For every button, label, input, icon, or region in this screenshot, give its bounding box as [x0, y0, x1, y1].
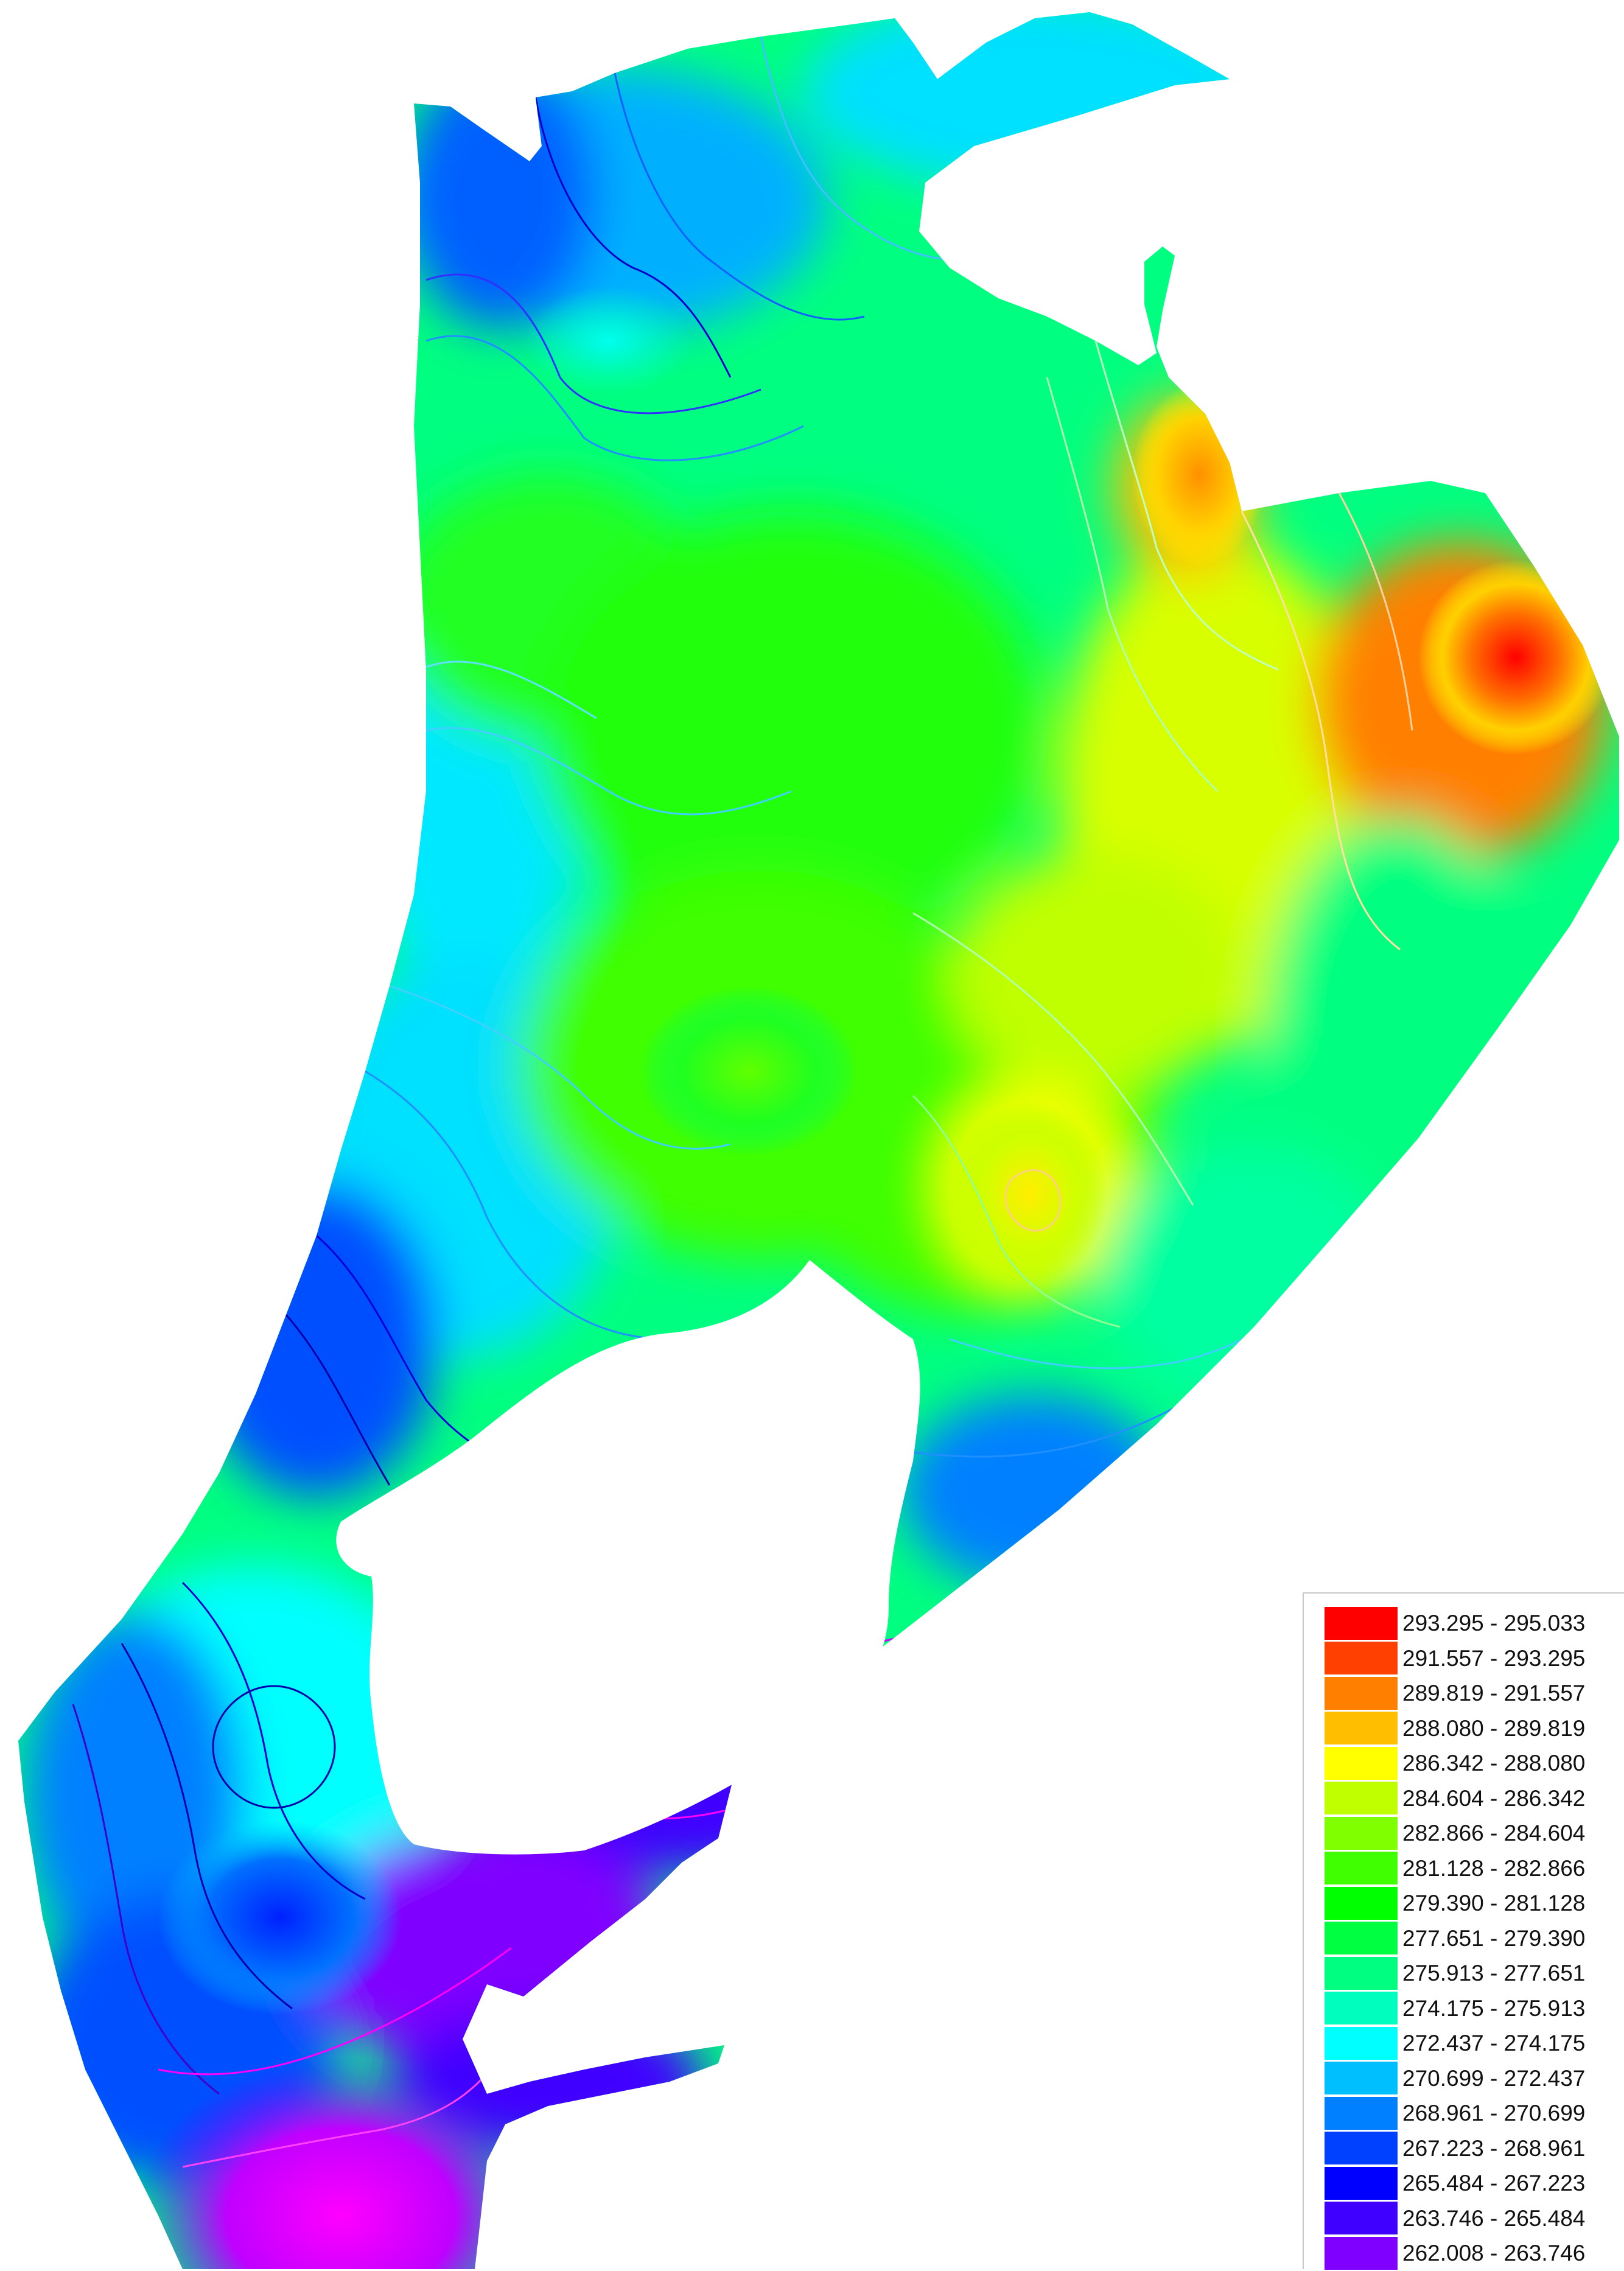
legend-label: 272.437 - 274.175 [1402, 2031, 1586, 2056]
legend-swatch [1325, 1712, 1398, 1745]
legend-label: 281.128 - 282.866 [1402, 1855, 1586, 1881]
legend-label: 274.175 - 275.913 [1402, 1995, 1586, 2021]
legend-label: 288.080 - 289.819 [1402, 1715, 1586, 1741]
legend-swatch [1325, 1956, 1398, 1990]
legend-item: 268.961 - 270.699 [1325, 2096, 1624, 2131]
legend-label: 275.913 - 277.651 [1402, 1961, 1586, 1986]
legend-item: 277.651 - 279.390 [1325, 1921, 1624, 1956]
legend-swatch [1325, 2236, 1398, 2270]
legend-swatch [1325, 2166, 1398, 2200]
legend-item: 281.128 - 282.866 [1325, 1851, 1624, 1886]
legend-label: 289.819 - 291.557 [1402, 1681, 1586, 1706]
legend-label: 293.295 - 295.033 [1402, 1611, 1586, 1636]
legend-label: 262.008 - 263.746 [1402, 2241, 1586, 2266]
legend-swatch [1325, 1676, 1398, 1710]
legend-label: 286.342 - 288.080 [1402, 1751, 1586, 1776]
legend-item: 284.604 - 286.342 [1325, 1781, 1624, 1816]
legend-item: 262.008 - 263.746 [1325, 2236, 1624, 2271]
legend-label: 279.390 - 281.128 [1402, 1891, 1586, 1916]
legend-label: 277.651 - 279.390 [1402, 1925, 1586, 1951]
legend-item: 291.557 - 293.295 [1325, 1641, 1624, 1676]
legend-item: 270.699 - 272.437 [1325, 2061, 1624, 2096]
legend-item: 288.080 - 289.819 [1325, 1711, 1624, 1746]
legend-swatch [1325, 1922, 1398, 1955]
legend-swatch [1325, 2096, 1398, 2130]
legend-swatch [1325, 1816, 1398, 1850]
legend-label: 267.223 - 268.961 [1402, 2135, 1586, 2161]
legend: 293.295 - 295.033 291.557 - 293.295 289.81… [1303, 1592, 1624, 2271]
legend-swatch [1325, 1782, 1398, 1815]
legend-swatch [1325, 1746, 1398, 1780]
legend-label: 284.604 - 286.342 [1402, 1785, 1586, 1811]
legend-item: 274.175 - 275.913 [1325, 1991, 1624, 2026]
legend-label: 291.557 - 293.295 [1402, 1645, 1586, 1671]
map-holes [336, 1260, 920, 1855]
legend-item: 263.746 - 265.484 [1325, 2201, 1624, 2236]
legend-swatch [1325, 2132, 1398, 2165]
legend-swatch [1325, 1606, 1398, 1640]
legend-swatch [1325, 1992, 1398, 2025]
legend-item: 289.819 - 291.557 [1325, 1676, 1624, 1711]
legend-swatch [1325, 1886, 1398, 1920]
legend-item: 279.390 - 281.128 [1325, 1886, 1624, 1921]
legend-label: 268.961 - 270.699 [1402, 2101, 1586, 2126]
legend-item: 293.295 - 295.033 [1325, 1606, 1624, 1641]
legend-item: 265.484 - 267.223 [1325, 2166, 1624, 2201]
legend-swatch [1325, 2026, 1398, 2060]
contour-lines [72, 36, 1413, 2168]
legend-item: 267.223 - 268.961 [1325, 2131, 1624, 2166]
legend-label: 282.866 - 284.604 [1402, 1821, 1586, 1846]
legend-swatch [1325, 1852, 1398, 1885]
legend-label: 270.699 - 272.437 [1402, 2065, 1586, 2091]
legend-swatch [1325, 1642, 1398, 1675]
legend-swatch [1325, 2062, 1398, 2095]
legend-item: 286.342 - 288.080 [1325, 1746, 1624, 1781]
legend-swatch [1325, 2202, 1398, 2235]
legend-label: 263.746 - 265.484 [1402, 2205, 1586, 2231]
legend-item: 275.913 - 277.651 [1325, 1956, 1624, 1991]
legend-label: 265.484 - 267.223 [1402, 2171, 1586, 2196]
legend-item: 282.866 - 284.604 [1325, 1816, 1624, 1851]
legend-item: 272.437 - 274.175 [1325, 2026, 1624, 2061]
